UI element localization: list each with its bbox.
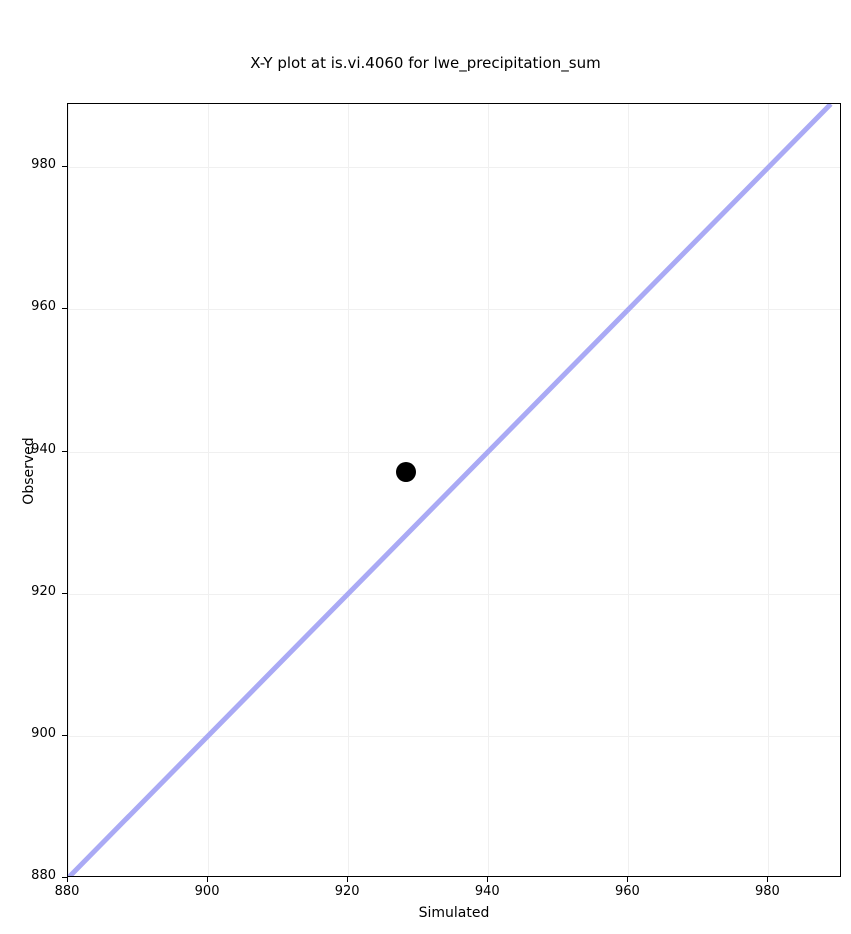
x-tick-label: 960: [614, 884, 640, 899]
gridline-horizontal: [68, 593, 840, 595]
x-tick-label: 980: [755, 884, 780, 899]
y-axis-label: Observed: [21, 437, 37, 505]
y-tick-mark: [62, 877, 67, 878]
gridline-horizontal: [68, 167, 840, 169]
gridline-vertical: [488, 104, 490, 876]
gridline-horizontal: [68, 735, 840, 737]
plot-area: [67, 103, 841, 877]
y-tick-mark: [62, 166, 67, 168]
x-tick-label: 920: [334, 884, 360, 899]
y-tick-mark: [62, 450, 67, 452]
one-to-one-line-segment: [68, 104, 833, 876]
chart-title-line-1: X-Y plot at is.vi.4060 for lwe_precipita…: [250, 54, 601, 72]
y-tick-mark: [62, 308, 67, 310]
gridline-horizontal: [68, 309, 840, 311]
x-axis-label: Simulated: [418, 905, 490, 921]
gridline-vertical: [68, 104, 69, 876]
gridline-vertical: [628, 104, 630, 876]
gridline-vertical: [348, 104, 350, 876]
gridline-vertical: [208, 104, 210, 876]
gridline-vertical: [768, 104, 770, 876]
x-tick-mark: [767, 877, 769, 882]
y-tick-label: 940: [31, 441, 56, 457]
y-tick-mark: [62, 592, 67, 594]
x-tick-label: 940: [474, 884, 500, 899]
x-tick-label: 880: [54, 884, 80, 899]
x-tick-mark: [347, 877, 349, 882]
one-to-one-line: [68, 104, 833, 876]
x-tick-label: 900: [194, 884, 220, 899]
y-tick-label: 960: [31, 299, 56, 315]
x-tick-mark: [627, 877, 629, 882]
y-tick-label: 900: [31, 725, 56, 741]
x-tick-mark: [67, 877, 68, 882]
x-tick-mark: [487, 877, 489, 882]
y-tick-label: 980: [31, 157, 56, 173]
x-tick-mark: [207, 877, 209, 882]
y-tick-label: 880: [31, 868, 56, 883]
y-tick-mark: [62, 734, 67, 736]
gridline-horizontal: [68, 451, 840, 453]
y-tick-label: 920: [31, 583, 56, 599]
data-point[interactable]: [396, 462, 417, 483]
